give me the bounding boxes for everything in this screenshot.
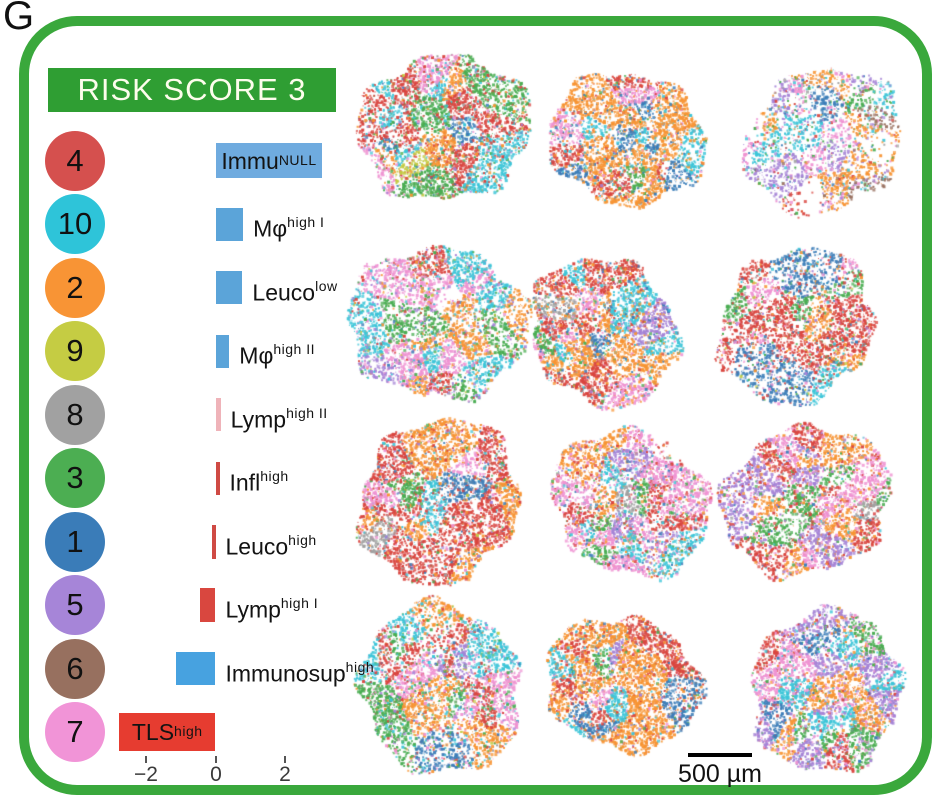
cluster-circle-9: 9 — [45, 321, 105, 381]
x-axis-tick-label: −2 — [134, 763, 158, 786]
cluster-circle-3: 3 — [45, 448, 105, 508]
risk-score-banner: RISK SCORE 3 — [48, 68, 336, 112]
bar-label-infl-high: Inflhigh — [229, 468, 289, 496]
cluster-number: 9 — [66, 333, 84, 368]
cluster-circle-4: 4 — [45, 130, 105, 191]
x-axis-tick-label: 0 — [210, 763, 222, 786]
bar-label-leuco-low: Leucolow — [252, 277, 338, 306]
bar-label-mphi-high-1: Mφhigh I — [253, 214, 325, 242]
cluster-circle-2: 2 — [45, 257, 105, 318]
cluster-circle-10: 10 — [45, 194, 105, 254]
bar-label-immunosup-high: Immunosuphigh — [225, 658, 375, 687]
bar-lymp-high-2 — [215, 398, 221, 431]
bar-label-mphi-high-2: Mφhigh II — [239, 341, 316, 369]
x-axis-tick-label: 2 — [279, 763, 291, 786]
bar-tls-high — [118, 713, 216, 751]
bar-mphi-high-1 — [215, 207, 244, 241]
cluster-circle-1: 1 — [45, 511, 105, 572]
scale-bar-label: 500 µm — [678, 760, 762, 788]
cluster-circle-6: 6 — [45, 638, 105, 699]
cluster-number: 6 — [66, 650, 84, 686]
cluster-number: 5 — [66, 587, 84, 622]
bar-leuco-low — [215, 271, 243, 304]
bar-label-leuco-high: Leucohigh — [225, 531, 317, 560]
cluster-number: 3 — [66, 460, 84, 495]
bar-label-lymp-high-1: Lymphigh I — [225, 595, 319, 623]
cluster-number: 10 — [57, 206, 93, 241]
scale-bar — [688, 753, 752, 757]
cluster-circle-7: 7 — [45, 702, 105, 762]
cluster-circle-5: 5 — [45, 575, 105, 635]
bar-mphi-high-2 — [215, 334, 230, 368]
x-axis-tick — [215, 756, 217, 763]
bar-lymp-high-1 — [199, 588, 216, 622]
cluster-number: 1 — [66, 523, 84, 559]
bar-label-lymp-high-2: Lymphigh II — [230, 404, 328, 433]
cluster-circle-8: 8 — [45, 384, 105, 445]
cluster-number: 2 — [66, 269, 84, 305]
bar-immunosup-high — [175, 652, 216, 685]
bar-infl-high — [215, 461, 220, 495]
bar-immu-null — [215, 143, 323, 178]
cluster-number: 7 — [66, 714, 84, 749]
bar-leuco-high — [211, 524, 216, 559]
x-axis-tick — [284, 756, 286, 763]
bar-label-immu-null: Immu NULL — [221, 147, 317, 174]
cluster-number: 4 — [66, 142, 84, 178]
cluster-number: 8 — [66, 396, 84, 432]
bar-label-tls-high: TLS high — [131, 719, 203, 745]
x-axis-tick — [145, 756, 147, 763]
